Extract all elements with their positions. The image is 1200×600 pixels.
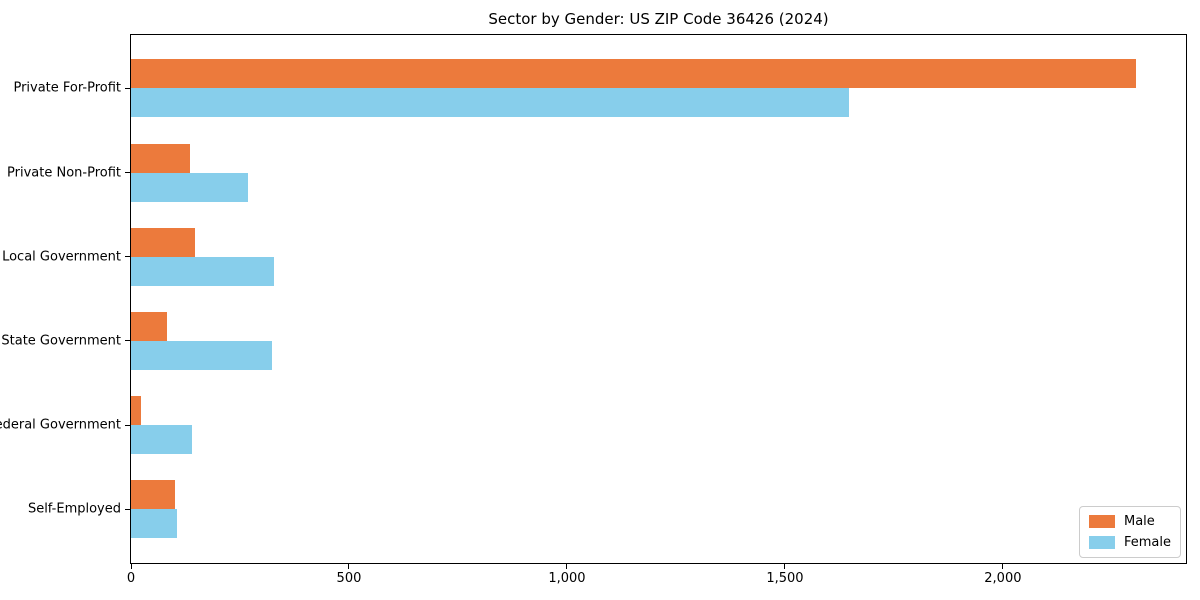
bar-male-federal-government: [131, 396, 141, 426]
bar-female-private-for-profit: [131, 88, 849, 118]
x-tick-label-2-000: 2,000: [984, 571, 1022, 586]
y-tick-mark: [125, 256, 130, 258]
x-tick-mark: [130, 564, 132, 569]
category-label-federal-government: Federal Government: [0, 417, 121, 433]
bar-female-private-non-profit: [131, 172, 248, 202]
bar-male-self-employed: [131, 480, 176, 510]
x-tick-label-500: 500: [336, 571, 362, 586]
x-tick-mark: [1002, 564, 1004, 569]
legend-label-male: Male: [1123, 514, 1155, 529]
category-label-state-government: State Government: [1, 333, 121, 349]
legend-entry-female: Female: [1088, 535, 1171, 550]
x-tick-mark: [348, 564, 350, 569]
bar-female-local-government: [131, 256, 274, 286]
y-tick-mark: [125, 87, 130, 89]
category-label-self-employed: Self-Employed: [27, 501, 121, 517]
y-tick-mark: [125, 424, 130, 426]
bar-female-self-employed: [131, 509, 178, 539]
legend-swatch-female-icon: [1088, 536, 1115, 549]
legend-entry-male: Male: [1088, 514, 1171, 529]
bar-male-state-government: [131, 311, 167, 341]
category-label-private-for-profit: Private For-Profit: [13, 80, 121, 96]
category-label-local-government: Local Government: [2, 249, 121, 265]
bar-female-state-government: [131, 340, 273, 370]
x-tick-label-1-000: 1,000: [548, 571, 586, 586]
x-tick-label-0: 0: [126, 571, 136, 586]
x-tick-mark: [784, 564, 786, 569]
bar-male-local-government: [131, 227, 196, 257]
y-tick-mark: [125, 172, 130, 173]
legend-label-female: Female: [1123, 535, 1171, 550]
bar-male-private-for-profit: [131, 59, 1136, 89]
x-tick-label-1-500: 1,500: [766, 571, 804, 586]
legend-swatch-male-icon: [1088, 515, 1115, 528]
legend: Male Female: [1078, 506, 1181, 558]
bar-male-private-non-profit: [131, 143, 190, 173]
plot-area: Private For-Profit Private Non-Profit Loca…: [0, 34, 1187, 586]
bar-female-federal-government: [131, 425, 192, 455]
x-tick-mark: [566, 564, 568, 569]
category-label-private-non-profit: Private Non-Profit: [7, 165, 121, 180]
y-tick-mark: [125, 508, 130, 510]
chart-title: Sector by Gender: US ZIP Code 36426 (202…: [488, 10, 829, 28]
y-tick-mark: [125, 340, 130, 342]
